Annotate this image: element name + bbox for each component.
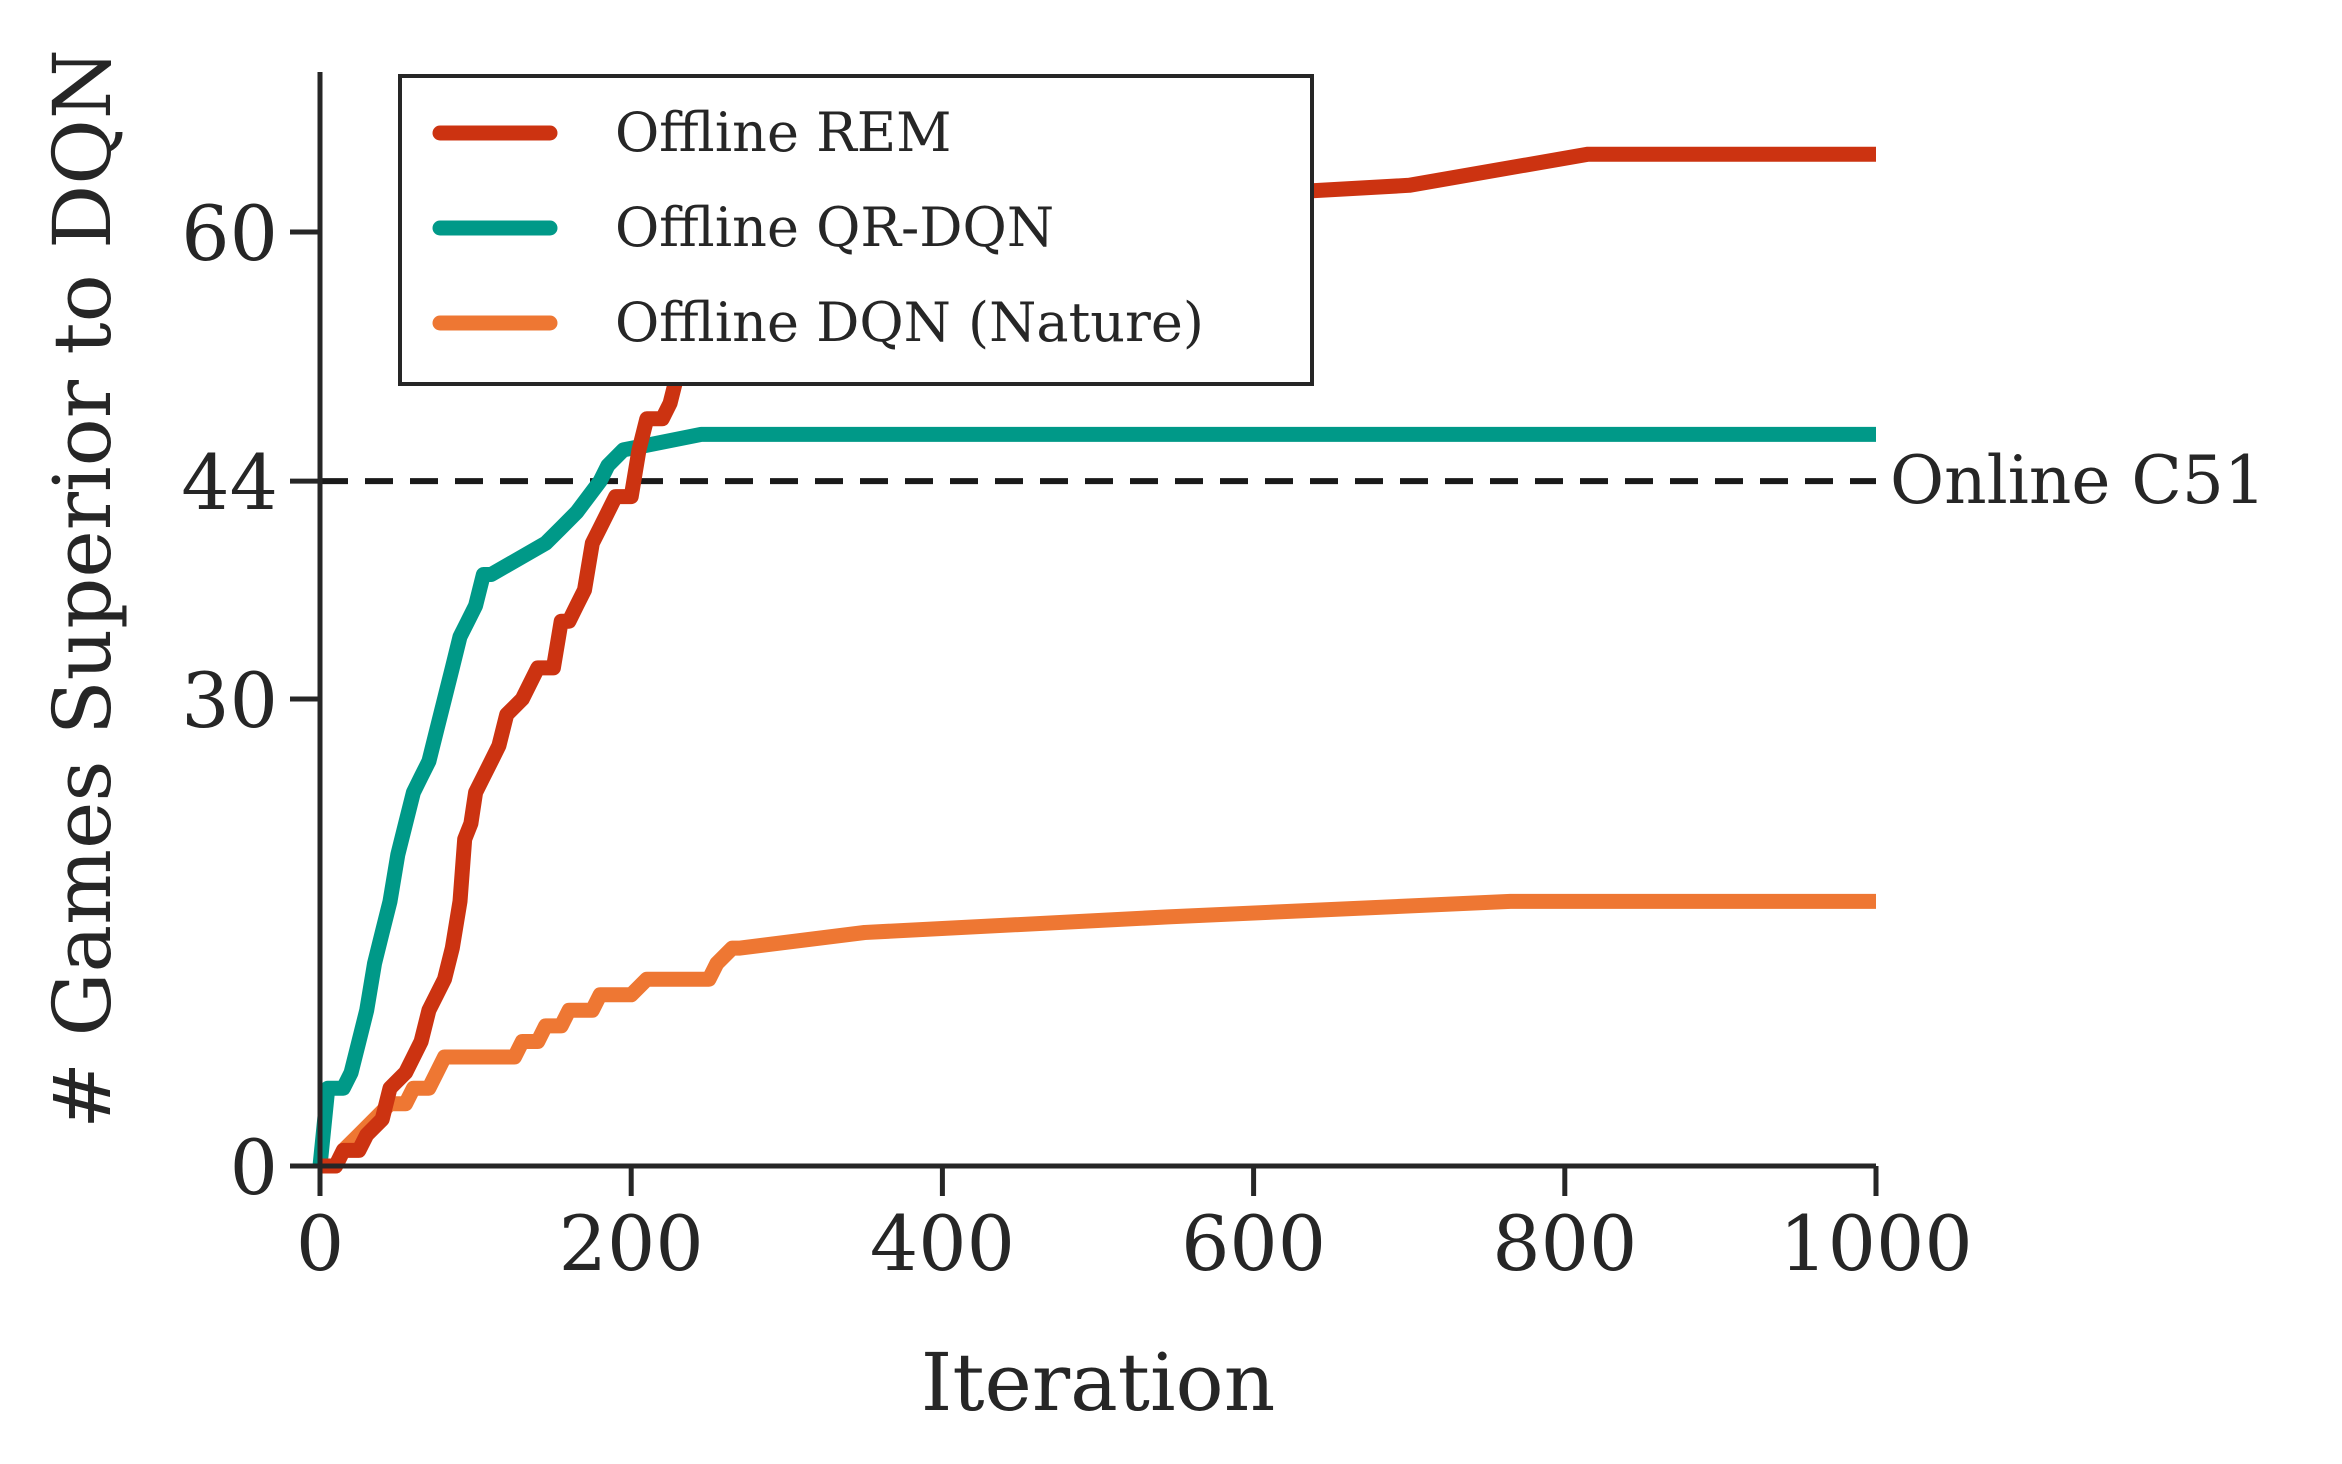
x-tick-label-3: 600 bbox=[1181, 1199, 1326, 1288]
y-tick-label-2: 44 bbox=[181, 438, 278, 527]
series-line-1 bbox=[312, 426, 1876, 1167]
y-tick-label-1: 30 bbox=[181, 656, 278, 745]
y-axis-label: # Games Superior to DQN bbox=[36, 49, 129, 1129]
axes bbox=[317, 72, 1876, 1169]
x-axis-label: Iteration bbox=[921, 1336, 1275, 1429]
x-tick-label-4: 800 bbox=[1492, 1199, 1637, 1288]
reference-line-label: Online C51 bbox=[1890, 442, 2266, 519]
legend-label-0: Offline REM bbox=[615, 101, 951, 164]
y-tick-label-3: 60 bbox=[181, 189, 278, 278]
x-tick-label-2: 400 bbox=[870, 1199, 1015, 1288]
x-tick-label-1: 200 bbox=[559, 1199, 704, 1288]
ticks: 0 200 400 600 800 1000 0 30 44 60 bbox=[181, 189, 1972, 1288]
legend-label-2: Offline DQN (Nature) bbox=[615, 291, 1204, 354]
series-line-2 bbox=[320, 893, 1876, 1174]
x-tick-label-0: 0 bbox=[296, 1199, 344, 1288]
y-tick-label-0: 0 bbox=[230, 1123, 278, 1212]
x-tick-label-5: 1000 bbox=[1779, 1199, 1972, 1288]
legend: Offline REM Offline QR-DQN Offline DQN (Na… bbox=[398, 74, 1314, 386]
legend-label-1: Offline QR-DQN bbox=[615, 196, 1054, 259]
